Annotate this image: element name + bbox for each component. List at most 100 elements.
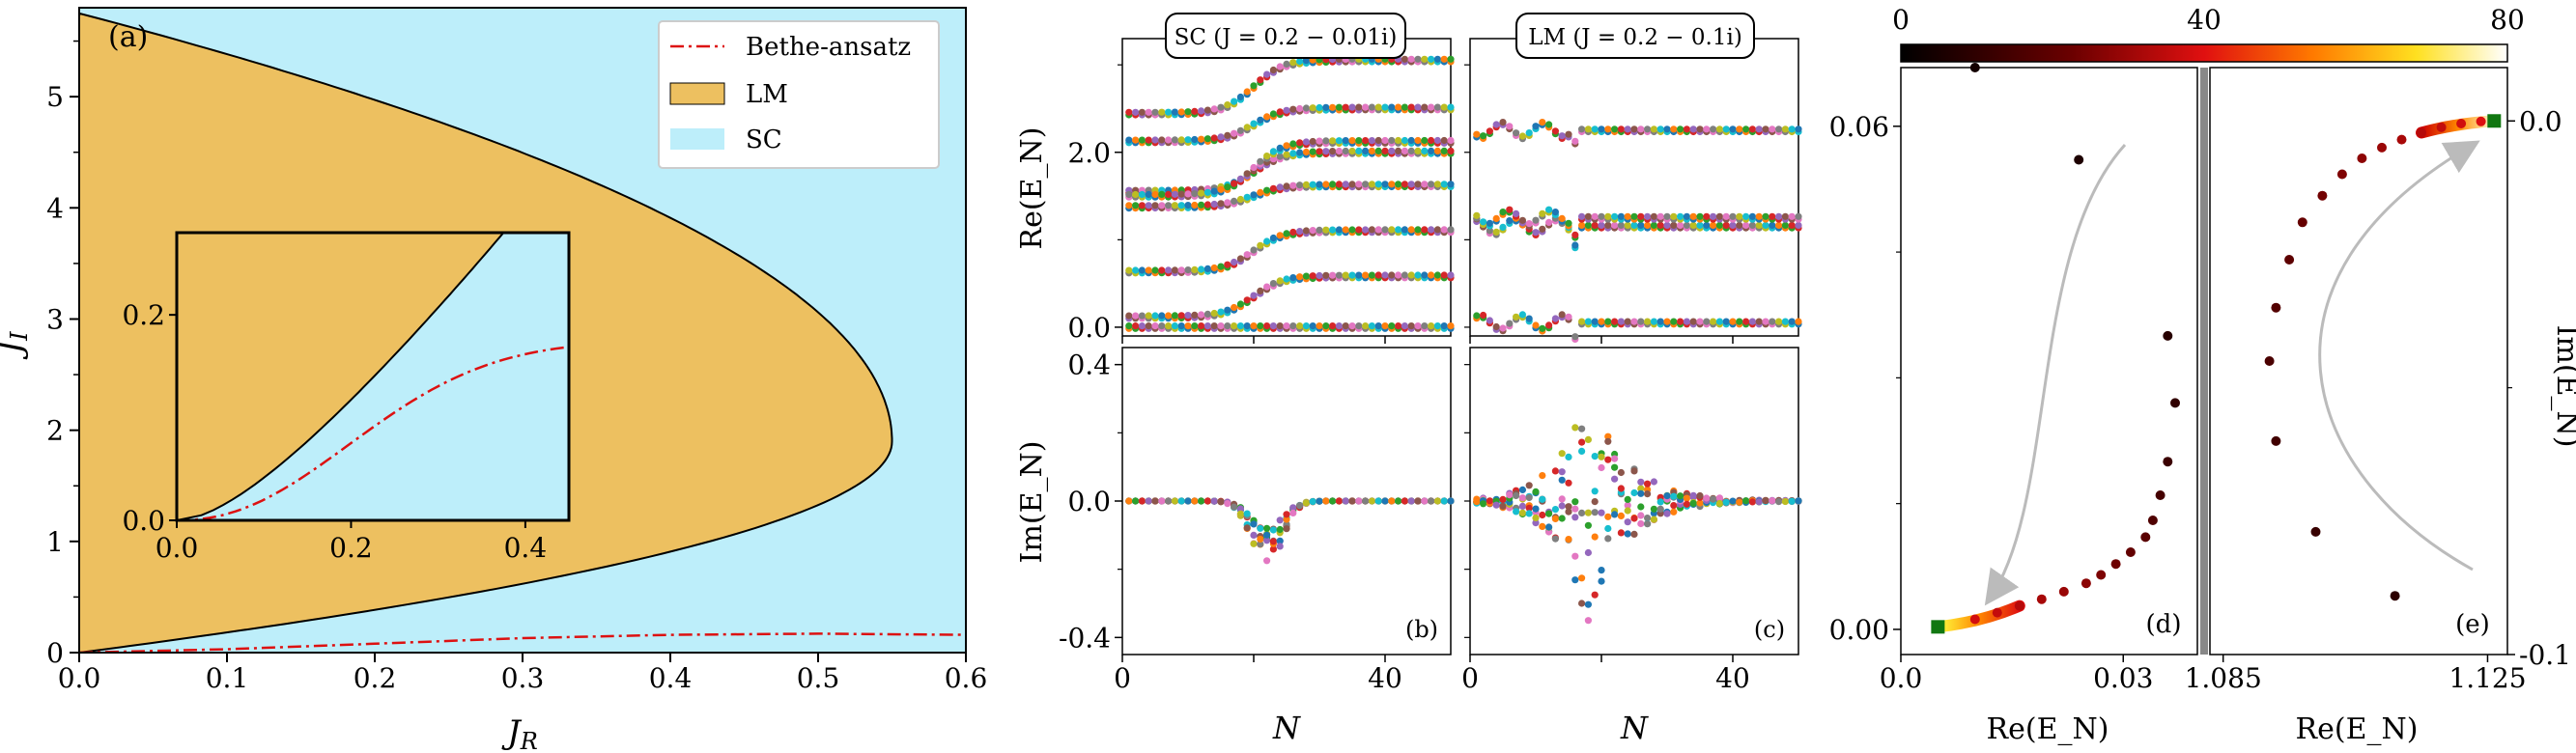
data-point bbox=[1689, 212, 1697, 220]
data-point bbox=[1322, 148, 1330, 155]
data-point bbox=[1551, 515, 1559, 523]
data-point bbox=[1374, 322, 1382, 330]
data-point bbox=[1591, 488, 1599, 495]
data-point bbox=[2036, 594, 2047, 604]
data-point bbox=[1132, 136, 1140, 144]
panel-a-inset: 0.0 0.2 0.4 0.0 0.2 bbox=[122, 231, 571, 564]
data-point bbox=[1329, 137, 1337, 145]
data-point bbox=[1125, 322, 1133, 330]
data-point bbox=[1696, 221, 1704, 229]
panel-d-flow-arrow bbox=[1984, 143, 2127, 606]
data-point bbox=[1329, 103, 1337, 111]
data-point bbox=[1742, 212, 1750, 220]
data-point bbox=[1480, 500, 1487, 508]
data-point bbox=[1506, 490, 1514, 499]
panel-a-x-tick: 0.5 bbox=[797, 662, 840, 694]
data-point bbox=[1565, 313, 1572, 321]
data-point bbox=[1617, 318, 1625, 325]
data-point bbox=[1368, 103, 1375, 111]
data-point bbox=[1269, 66, 1277, 74]
data-point bbox=[1217, 103, 1225, 111]
data-point bbox=[1368, 147, 1375, 154]
data-point bbox=[1177, 322, 1185, 330]
data-point bbox=[1755, 221, 1763, 229]
data-point bbox=[1145, 136, 1152, 144]
data-point bbox=[1125, 108, 1133, 116]
data-point bbox=[1296, 322, 1304, 330]
data-point bbox=[1243, 322, 1251, 330]
panel-d-ticks: 0.0 0.03 0.00 0.06 bbox=[1829, 111, 2154, 694]
data-point bbox=[1617, 529, 1625, 537]
panel-c-im-points bbox=[1473, 424, 1802, 625]
y-tick-label: 2.0 bbox=[1067, 137, 1111, 169]
data-point bbox=[1525, 220, 1533, 228]
data-point bbox=[1969, 63, 1980, 72]
data-point bbox=[1598, 212, 1605, 220]
data-point bbox=[1637, 489, 1645, 497]
data-point bbox=[1388, 497, 1396, 505]
panel-b: 0 40 0.0 2.0 -0.4 0.0 0.4 SC (J = 0.2 − 0.01i)… bbox=[1015, 13, 1455, 746]
data-point bbox=[1421, 147, 1429, 154]
data-point bbox=[1322, 271, 1330, 279]
data-point bbox=[1269, 526, 1277, 534]
data-point bbox=[1138, 136, 1146, 144]
data-point bbox=[1545, 321, 1553, 329]
data-point bbox=[1374, 271, 1382, 279]
data-point bbox=[1598, 463, 1605, 472]
data-point bbox=[1198, 135, 1205, 143]
data-point bbox=[1198, 265, 1205, 273]
data-point bbox=[1263, 70, 1271, 78]
data-point bbox=[1545, 121, 1553, 128]
data-point bbox=[1518, 494, 1526, 502]
data-point bbox=[2147, 516, 2158, 525]
data-point bbox=[1276, 322, 1284, 330]
data-point bbox=[1309, 227, 1316, 235]
data-point bbox=[1644, 212, 1652, 220]
data-point bbox=[1224, 500, 1231, 508]
data-point bbox=[1637, 221, 1645, 229]
data-point bbox=[1407, 271, 1415, 279]
data-point bbox=[1755, 126, 1763, 133]
data-point bbox=[1184, 108, 1192, 116]
data-point bbox=[1703, 494, 1711, 502]
data-point bbox=[1428, 103, 1435, 111]
data-point bbox=[1243, 170, 1251, 178]
data-point bbox=[1611, 212, 1619, 220]
data-point bbox=[2110, 559, 2121, 570]
data-point bbox=[1203, 106, 1211, 114]
data-point bbox=[1670, 318, 1678, 325]
data-point bbox=[1539, 225, 1546, 233]
data-point bbox=[2310, 526, 2321, 537]
data-point bbox=[1440, 322, 1448, 330]
data-point bbox=[1565, 130, 1572, 138]
data-point bbox=[1611, 463, 1619, 471]
data-point bbox=[1158, 312, 1166, 320]
data-point bbox=[1158, 136, 1166, 144]
data-point bbox=[1309, 322, 1316, 330]
data-point bbox=[1191, 265, 1199, 273]
data-point bbox=[1289, 140, 1297, 148]
data-point bbox=[1421, 136, 1429, 145]
data-point bbox=[1263, 537, 1271, 544]
data-point bbox=[1795, 221, 1802, 229]
data-point bbox=[1421, 271, 1429, 279]
data-point bbox=[1395, 322, 1402, 330]
data-point bbox=[1722, 498, 1730, 507]
data-point bbox=[1177, 312, 1185, 320]
data-point bbox=[1191, 190, 1199, 198]
data-point bbox=[1591, 318, 1599, 325]
data-point bbox=[1518, 486, 1526, 493]
data-point bbox=[1191, 497, 1199, 505]
data-point bbox=[1203, 135, 1211, 143]
data-point bbox=[1447, 271, 1455, 279]
bethe-ansatz-line bbox=[79, 632, 966, 653]
data-point bbox=[2336, 169, 2347, 180]
data-point bbox=[1650, 516, 1657, 523]
data-point bbox=[1125, 202, 1133, 209]
y-tick-label: -0.4 bbox=[1059, 622, 1111, 654]
data-point bbox=[1433, 136, 1441, 145]
data-point bbox=[1578, 318, 1586, 325]
data-point bbox=[1302, 138, 1310, 146]
data-point bbox=[1644, 221, 1652, 229]
data-point bbox=[1243, 124, 1251, 131]
